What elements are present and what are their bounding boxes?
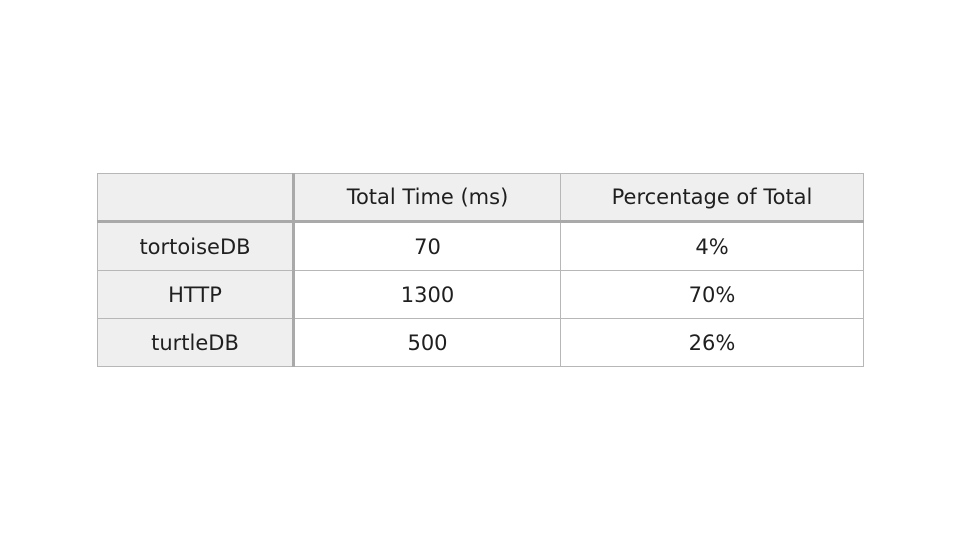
- cell-percentage: 4%: [560, 221, 864, 271]
- header-corner-cell: [97, 173, 295, 223]
- cell-total-time: 70: [293, 221, 561, 271]
- table-row: tortoiseDB 70 4%: [97, 221, 864, 271]
- table-row: HTTP 1300 70%: [97, 270, 864, 319]
- table-row: turtleDB 500 26%: [97, 318, 864, 367]
- cell-percentage: 70%: [560, 270, 864, 319]
- cell-percentage: 26%: [560, 318, 864, 367]
- header-row: Total Time (ms) Percentage of Total: [97, 173, 864, 223]
- timing-table: Total Time (ms) Percentage of Total tort…: [97, 173, 864, 367]
- row-label-tortoisedb: tortoiseDB: [97, 221, 295, 271]
- cell-total-time: 1300: [293, 270, 561, 319]
- row-label-turtledb: turtleDB: [97, 318, 295, 367]
- header-total-time: Total Time (ms): [293, 173, 561, 223]
- table-header: Total Time (ms) Percentage of Total: [97, 173, 864, 223]
- cell-total-time: 500: [293, 318, 561, 367]
- header-percentage: Percentage of Total: [560, 173, 864, 223]
- table-body: tortoiseDB 70 4% HTTP 1300 70% turtleDB …: [97, 221, 864, 367]
- row-label-http: HTTP: [97, 270, 295, 319]
